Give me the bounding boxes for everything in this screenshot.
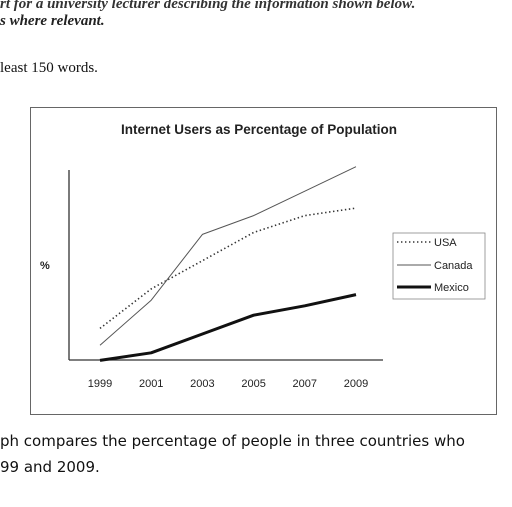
x-tick-label-2009: 2009	[344, 378, 368, 390]
caption-line-1: ph compares the percentage of people in …	[0, 432, 465, 450]
prompt-line-2: s where relevant.	[0, 13, 105, 29]
caption-line-2: 99 and 2009.	[0, 458, 100, 476]
legend-box	[392, 232, 486, 300]
y-axis-label: %	[40, 260, 50, 272]
series-line-usa	[99, 207, 357, 330]
x-tick-label-2005: 2005	[241, 378, 265, 390]
x-tick-label-2003: 2003	[190, 378, 214, 390]
legend-label-mexico: Mexico	[434, 282, 469, 294]
x-tick-label-1999: 1999	[88, 378, 112, 390]
caption: ph compares the percentage of people in …	[0, 428, 512, 480]
series-line-mexico	[99, 293, 357, 362]
prompt-line-1: rt for a university lecturer describing …	[0, 0, 416, 12]
legend-label-canada: Canada	[434, 260, 473, 272]
x-tick-label-2007: 2007	[293, 378, 317, 390]
line-chart: Internet Users as Percentage of Populati…	[40, 122, 486, 390]
legend-label-usa: USA	[434, 237, 457, 249]
x-tick-label-2001: 2001	[139, 378, 163, 390]
chart-frame: Internet Users as Percentage of Populati…	[30, 107, 497, 415]
series-line-canada	[99, 166, 357, 346]
legend: USA Canada Mexico	[392, 232, 486, 300]
chart-title: Internet Users as Percentage of Populati…	[121, 122, 397, 137]
prompt-line-3: least 150 words.	[0, 60, 98, 76]
